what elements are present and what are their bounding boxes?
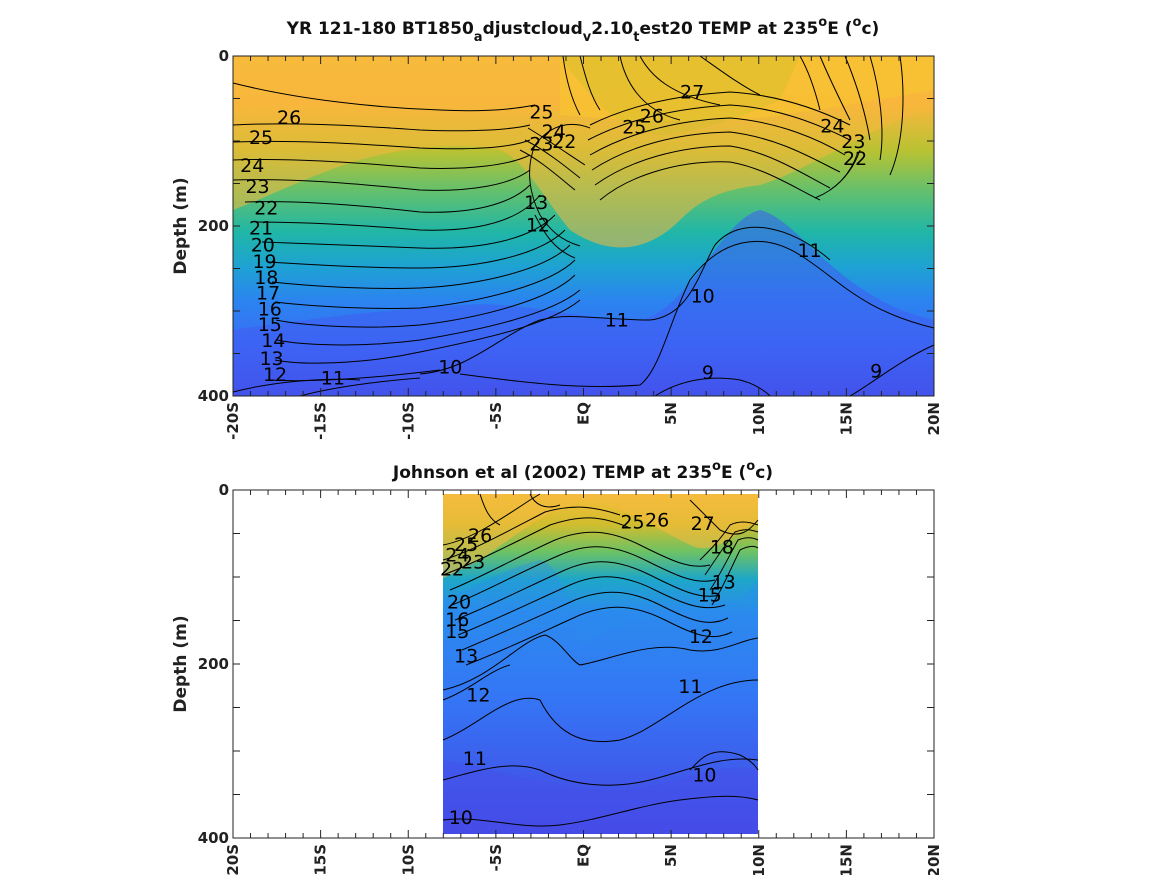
contour-label: 13	[454, 645, 478, 667]
x-tick-label: 20N	[925, 844, 943, 875]
contour-label: 24	[542, 121, 566, 143]
contour-label: 18	[254, 267, 278, 289]
contour-label: 14	[261, 330, 285, 352]
x-tick-label: -15S	[312, 844, 330, 875]
contour-label: 25	[454, 534, 478, 556]
y-tick-label: 0	[219, 47, 229, 65]
contour-label: 11	[463, 748, 487, 770]
y-tick-label: 400	[198, 829, 229, 847]
panel-2-x-tick-labels: -20S -15S -10S -5S EQ 5N 10N 15N 20N	[224, 844, 943, 875]
contour-label: 24	[240, 155, 264, 177]
x-tick-label: -15S	[312, 402, 330, 440]
contour-label: 10	[692, 764, 716, 786]
x-tick-label: 10N	[750, 844, 768, 875]
contour-label: 15	[445, 621, 469, 643]
x-tick-label: EQ	[575, 402, 593, 425]
contour-label: 12	[526, 214, 550, 236]
panel-1-field	[233, 56, 934, 396]
contour-label: 11	[797, 240, 821, 262]
contour-label: 9	[870, 361, 882, 383]
x-tick-label: -20S	[224, 402, 242, 440]
contour-label: 26	[640, 106, 664, 128]
panel-obs-temp: Johnson et al (2002) TEMP at 235oE (oc)	[171, 459, 943, 875]
panel-1-y-axis-label: Depth (m)	[171, 177, 191, 274]
panel-2-tick-marks	[232, 489, 935, 839]
contour-label: 24	[820, 116, 844, 138]
panel-1-y-tick-labels: 0 200 400	[198, 47, 229, 405]
contour-label: 10	[449, 807, 473, 829]
contour-label: 12	[466, 684, 490, 706]
panel-2-field	[443, 494, 758, 834]
x-tick-label: 15N	[837, 844, 855, 875]
contour-label: 18	[710, 537, 734, 559]
panel-1-contour-lines	[232, 55, 935, 397]
contour-label: 10	[438, 356, 462, 378]
contour-label: 26	[645, 510, 669, 532]
contour-label: 13	[712, 571, 736, 593]
contour-label: 11	[605, 310, 629, 332]
contour-label: 23	[245, 176, 269, 198]
panel-model-temp: YR 121-180 BT1850adjustcloudv2.10test20 …	[171, 15, 943, 440]
contour-label: 15	[698, 584, 722, 606]
contour-label: 22	[843, 148, 867, 170]
contour-label: 16	[445, 609, 469, 631]
panel-2-y-tick-labels: 0 200 400	[198, 481, 229, 847]
contour-label: 24	[445, 544, 469, 566]
contour-label: 23	[841, 131, 865, 153]
contour-label: 27	[680, 82, 704, 104]
x-tick-label: -10S	[399, 844, 417, 875]
panel-2-contour-lines	[442, 493, 759, 827]
contour-label: 22	[254, 197, 278, 219]
x-tick-label: 5N	[662, 844, 680, 867]
contour-label: 16	[258, 298, 282, 320]
x-tick-label: -20S	[224, 844, 242, 875]
contour-label: 21	[249, 218, 273, 240]
x-tick-label: -5S	[487, 844, 505, 871]
y-tick-label: 0	[219, 481, 229, 499]
contour-label: 20	[447, 591, 471, 613]
contour-label: 25	[620, 511, 644, 533]
contour-label: 20	[251, 235, 275, 257]
contour-label: 9	[702, 362, 714, 384]
x-tick-label: -5S	[487, 402, 505, 429]
contour-label: 22	[552, 131, 576, 153]
panel-1-tick-marks	[232, 55, 935, 397]
panel-2-y-axis-label: Depth (m)	[171, 615, 191, 712]
x-tick-label: 20N	[925, 402, 943, 435]
contour-label: 11	[678, 676, 702, 698]
panel-1-title: YR 121-180 BT1850adjustcloudv2.10test20 …	[286, 15, 880, 45]
x-tick-label: 5N	[662, 402, 680, 425]
x-tick-label: EQ	[575, 844, 593, 867]
x-tick-label: 15N	[837, 402, 855, 435]
contour-label: 26	[468, 525, 492, 547]
contour-label: 13	[524, 192, 548, 214]
contour-label: 17	[256, 282, 280, 304]
contour-label: 25	[249, 127, 273, 149]
x-tick-label: -10S	[399, 402, 417, 440]
contour-label: 19	[252, 251, 276, 273]
contour-label: 23	[461, 551, 485, 573]
contour-label: 11	[321, 367, 345, 389]
contour-label: 12	[689, 626, 713, 648]
contour-label: 10	[691, 286, 715, 308]
panel-2-title: Johnson et al (2002) TEMP at 235oE (oc)	[392, 459, 773, 483]
contour-label: 12	[263, 364, 287, 386]
contour-label: 15	[258, 314, 282, 336]
x-tick-label: 10N	[750, 402, 768, 435]
contour-label: 22	[440, 558, 464, 580]
panel-1-x-tick-labels: -20S -15S -10S -5S EQ 5N 10N 15N 20N	[224, 402, 943, 440]
contour-label: 25	[529, 101, 553, 123]
contour-label: 13	[259, 348, 283, 370]
y-tick-label: 400	[198, 387, 229, 405]
y-tick-label: 200	[198, 217, 229, 235]
contour-label: 23	[529, 134, 553, 156]
contour-label: 25	[622, 117, 646, 139]
contour-label: 26	[277, 107, 301, 129]
contour-label: 27	[691, 513, 715, 535]
y-tick-label: 200	[198, 655, 229, 673]
